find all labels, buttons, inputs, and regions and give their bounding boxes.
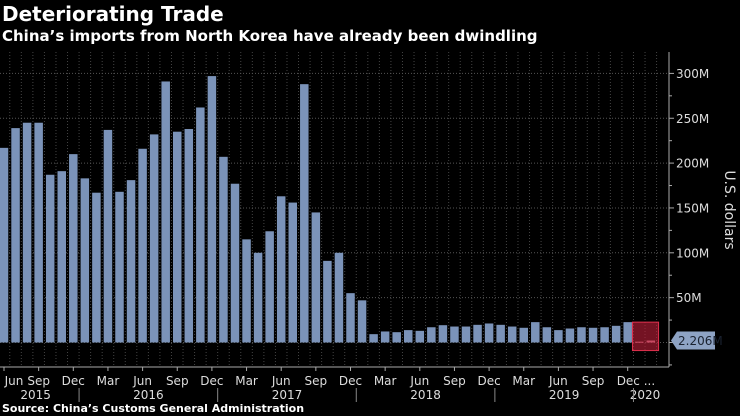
year-label: 2016 xyxy=(133,388,164,402)
bar xyxy=(11,128,20,343)
bar xyxy=(103,129,113,343)
y-tick-label: 150M xyxy=(676,201,709,215)
bar xyxy=(473,324,482,343)
bar xyxy=(242,239,251,343)
year-label: 2015 xyxy=(20,388,51,402)
bar xyxy=(588,327,598,343)
x-tick-label: Sep xyxy=(166,374,189,388)
y-axis-label: U.S. dollars xyxy=(721,170,737,249)
bar xyxy=(404,330,413,343)
x-tick-label: Mar xyxy=(235,374,258,388)
bar xyxy=(253,252,263,343)
x-tick-label: Sep xyxy=(582,374,605,388)
bar xyxy=(288,202,297,343)
x-tick-label: Sep xyxy=(305,374,328,388)
bar xyxy=(80,178,90,343)
bar xyxy=(207,76,217,343)
bar xyxy=(311,212,321,343)
x-tick-label: Dec xyxy=(200,374,223,388)
year-label: 2020 xyxy=(630,388,661,402)
bar xyxy=(542,327,552,343)
year-label: 2018 xyxy=(410,388,441,402)
x-tick-label: Jun xyxy=(4,374,24,388)
x-tick-label: Mar xyxy=(374,374,397,388)
bar xyxy=(565,328,575,343)
year-label: 2017 xyxy=(272,388,303,402)
bar xyxy=(507,326,517,343)
bar xyxy=(265,231,274,343)
bar xyxy=(69,154,78,343)
bar xyxy=(346,293,355,343)
bar xyxy=(554,330,563,343)
y-tick-label: 50M xyxy=(676,291,702,305)
x-tick-label: Dec ... xyxy=(617,374,655,388)
bar xyxy=(577,327,586,343)
last-value-callout xyxy=(671,331,715,350)
bar xyxy=(415,330,425,343)
chart-source: Source: China’s Customs General Administ… xyxy=(2,402,305,415)
bar xyxy=(115,191,124,343)
x-tick-label: Sep xyxy=(27,374,50,388)
x-tick-label: Mar xyxy=(97,374,120,388)
x-tick-label: Jun xyxy=(548,374,568,388)
bar xyxy=(357,300,367,343)
bar xyxy=(219,156,228,343)
x-tick-label: Dec xyxy=(339,374,362,388)
bar xyxy=(531,322,540,343)
bar xyxy=(300,84,309,343)
bar xyxy=(496,324,505,343)
highlight-box xyxy=(631,321,660,352)
bar xyxy=(138,148,147,343)
x-tick-label: Mar xyxy=(512,374,535,388)
bar xyxy=(276,196,286,343)
bar xyxy=(623,322,632,343)
x-tick-label: Jun xyxy=(409,374,429,388)
bar xyxy=(323,260,332,343)
y-tick-label: 200M xyxy=(676,157,709,171)
last-value-label: 2.206M xyxy=(678,334,723,348)
bar xyxy=(519,327,528,343)
x-tick-label: Jun xyxy=(271,374,291,388)
bar xyxy=(450,326,459,343)
bar xyxy=(600,327,609,343)
x-tick-label: Jun xyxy=(132,374,152,388)
year-label: 2019 xyxy=(549,388,580,402)
bar xyxy=(173,131,182,343)
y-tick-label: 250M xyxy=(676,112,709,126)
bar xyxy=(149,134,159,343)
bar xyxy=(0,147,9,343)
bar xyxy=(92,192,101,343)
chart-title: Deteriorating Trade xyxy=(2,2,224,26)
y-tick-label: 100M xyxy=(676,246,709,260)
chart-subtitle: China’s imports from North Korea have al… xyxy=(2,27,538,45)
bar xyxy=(57,171,66,343)
x-tick-label: Dec xyxy=(62,374,85,388)
bar xyxy=(369,334,378,343)
x-tick-label: Dec xyxy=(477,374,500,388)
x-tick-label: Sep xyxy=(443,374,466,388)
bar xyxy=(22,122,32,343)
bar xyxy=(438,325,448,343)
bar xyxy=(484,323,494,343)
bar xyxy=(334,252,344,343)
bar xyxy=(380,331,390,343)
y-tick-label: 300M xyxy=(676,67,709,81)
bar xyxy=(184,129,194,343)
bar xyxy=(34,122,43,343)
bar xyxy=(427,327,436,343)
bar xyxy=(196,107,205,343)
bar xyxy=(611,325,621,343)
bar xyxy=(126,180,136,343)
bar xyxy=(461,326,471,343)
bar xyxy=(392,332,401,343)
bar xyxy=(230,183,240,343)
bar xyxy=(45,174,55,343)
bar xyxy=(161,81,170,343)
